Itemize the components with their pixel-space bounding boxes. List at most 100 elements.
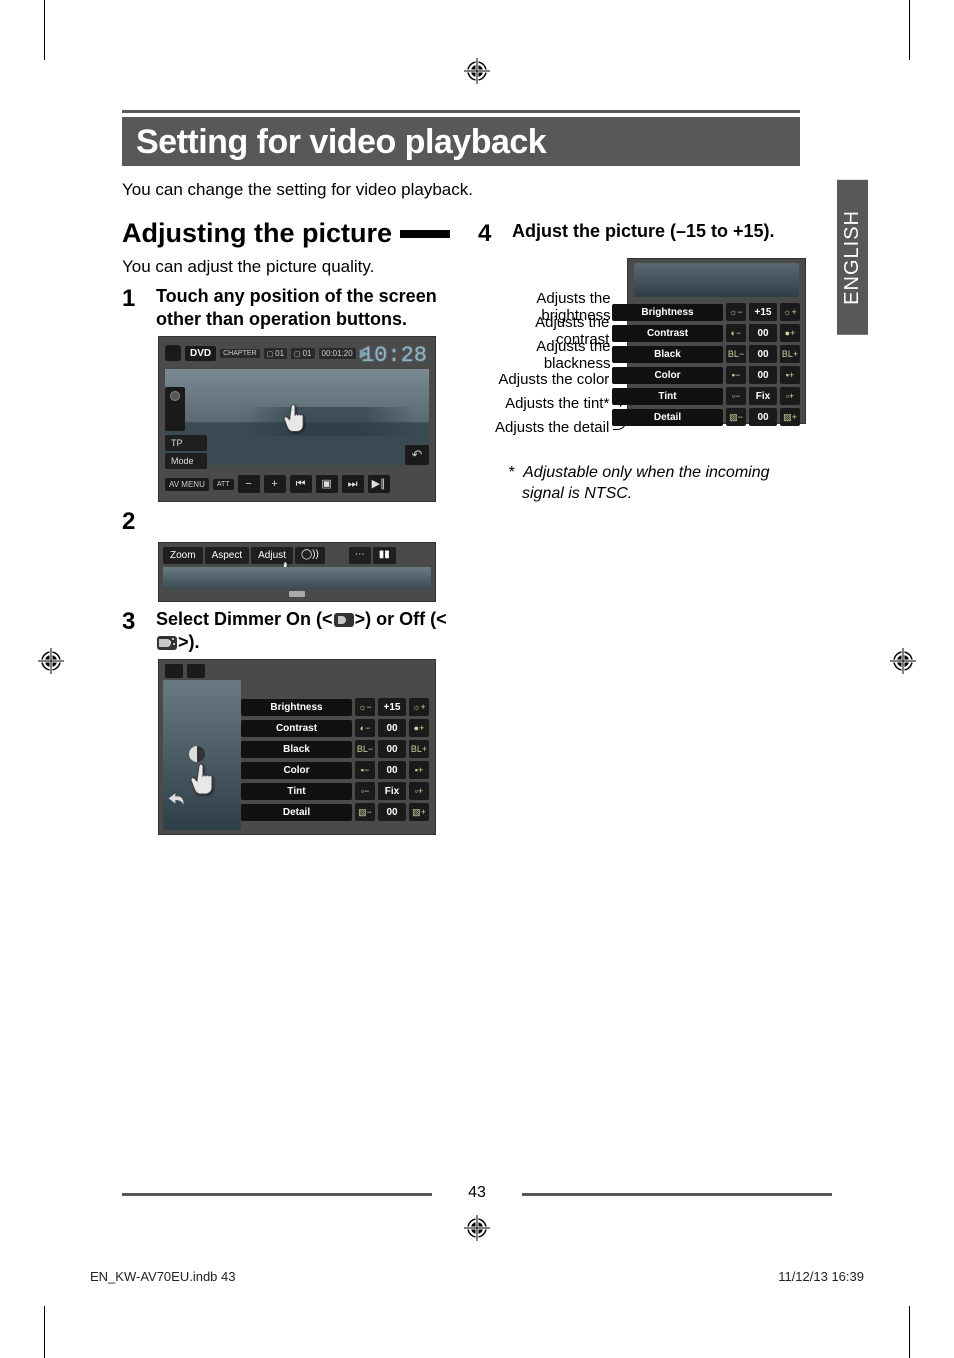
dimmer-off-icon bbox=[157, 636, 177, 650]
vol-up-icon[interactable]: + bbox=[264, 475, 286, 493]
vol-down-icon[interactable]: − bbox=[238, 475, 260, 493]
step-number-1: 1 bbox=[122, 285, 142, 330]
adjust-label: Brightness bbox=[241, 699, 352, 716]
page-number: 43 bbox=[468, 1184, 486, 1202]
registration-mark-top bbox=[464, 58, 490, 89]
aspect-tab[interactable]: Aspect bbox=[205, 547, 250, 564]
dim-off-icon[interactable] bbox=[187, 664, 205, 678]
stop-icon[interactable]: ▣ bbox=[316, 475, 338, 493]
registration-mark-left bbox=[38, 648, 64, 679]
right-column: 4 Adjust the picture (–15 to +15). Adjus… bbox=[478, 218, 806, 835]
decrease-button[interactable]: ▨− bbox=[726, 408, 746, 426]
adjust-label: Tint bbox=[612, 388, 723, 405]
increase-button[interactable]: ▨+ bbox=[409, 803, 429, 821]
touch-cursor-icon bbox=[183, 758, 223, 798]
adjust-row: Brightness☼−+15☼+ bbox=[241, 698, 429, 716]
handle-icon[interactable] bbox=[289, 591, 305, 597]
adjust-value: 00 bbox=[378, 761, 406, 779]
section-heading: Adjusting the picture bbox=[122, 218, 392, 249]
increase-button[interactable]: ▫+ bbox=[409, 782, 429, 800]
title-num: ▢ 01 bbox=[264, 348, 287, 359]
adjust-value: 00 bbox=[749, 366, 777, 384]
increase-button[interactable]: ●+ bbox=[780, 324, 800, 342]
decrease-button[interactable]: ▨− bbox=[355, 803, 375, 821]
adjust-label: Color bbox=[241, 762, 352, 779]
heading-rule bbox=[400, 230, 450, 238]
chapter-num: ▢ 01 bbox=[291, 348, 314, 359]
avmenu-button[interactable]: AV MENU bbox=[165, 478, 209, 491]
scroll-handle[interactable] bbox=[165, 387, 185, 431]
callout: Adjusts the tint* bbox=[478, 394, 627, 412]
crop-line bbox=[44, 0, 45, 60]
tp-button[interactable]: TP bbox=[165, 435, 207, 451]
decrease-button[interactable]: ◐− bbox=[726, 324, 746, 342]
callout: Adjusts the detail bbox=[478, 418, 627, 436]
dim-on-icon[interactable] bbox=[165, 664, 183, 678]
adjust-row: Tint▫−Fix▫+ bbox=[241, 782, 429, 800]
increase-button[interactable]: ●+ bbox=[409, 719, 429, 737]
screenshot-step4: Brightness☼−+15☼+Contrast◐−00●+BlackBL−0… bbox=[627, 258, 806, 424]
touch-cursor-icon bbox=[277, 399, 313, 435]
adjust-row: Detail▨−00▨+ bbox=[241, 803, 429, 821]
adjust-value: +15 bbox=[749, 303, 777, 321]
step-number-3: 3 bbox=[122, 608, 142, 653]
home-icon[interactable] bbox=[165, 345, 181, 361]
decrease-button[interactable]: ▪− bbox=[726, 366, 746, 384]
adjust-label: Black bbox=[241, 741, 352, 758]
adjust-value: 00 bbox=[378, 740, 406, 758]
chapter-label: CHAPTER bbox=[220, 349, 259, 358]
adjust-row: BlackBL−00BL+ bbox=[612, 345, 800, 363]
adjust-value: 00 bbox=[378, 803, 406, 821]
step-text-4: Adjust the picture (–15 to +15). bbox=[512, 220, 775, 248]
zoom-tab[interactable]: Zoom bbox=[163, 547, 203, 564]
decrease-button[interactable]: BL− bbox=[726, 345, 746, 363]
video-strip bbox=[163, 567, 431, 589]
adjust-label: Brightness bbox=[612, 304, 723, 321]
increase-button[interactable]: BL+ bbox=[780, 345, 800, 363]
crop-line bbox=[44, 1306, 45, 1358]
increase-button[interactable]: ▫+ bbox=[780, 387, 800, 405]
page-title: Setting for video playback bbox=[136, 123, 786, 162]
preview-area bbox=[634, 263, 799, 297]
step-text-1: Touch any position of the screen other t… bbox=[156, 285, 450, 330]
prev-icon[interactable]: ⏮ bbox=[290, 475, 312, 493]
adjust-row: Contrast◐−00●+ bbox=[612, 324, 800, 342]
person-tab[interactable]: ▮▮ bbox=[373, 547, 396, 564]
adjust-value: 00 bbox=[749, 324, 777, 342]
adjust-row: Contrast◐−00●+ bbox=[241, 719, 429, 737]
adjust-label: Color bbox=[612, 367, 723, 384]
registration-mark-bottom bbox=[464, 1215, 490, 1246]
increase-button[interactable]: ▪+ bbox=[780, 366, 800, 384]
clock-display: 10:28 bbox=[361, 343, 427, 368]
step-text-3: Select Dimmer On (<>) or Off (<>). bbox=[156, 608, 450, 653]
crop-line bbox=[909, 1306, 910, 1358]
increase-button[interactable]: BL+ bbox=[409, 740, 429, 758]
intro-text: You can change the setting for video pla… bbox=[122, 180, 832, 200]
page-content: Setting for video playback You can chang… bbox=[122, 110, 832, 835]
caption-tab[interactable]: ⋯ bbox=[349, 547, 371, 564]
decrease-button[interactable]: ▫− bbox=[726, 387, 746, 405]
increase-button[interactable]: ▪+ bbox=[409, 761, 429, 779]
decrease-button[interactable]: ☼− bbox=[355, 698, 375, 716]
increase-button[interactable]: ☼+ bbox=[780, 303, 800, 321]
footer-filename: EN_KW-AV70EU.indb 43 bbox=[90, 1269, 235, 1284]
language-tab: ENGLISH bbox=[837, 180, 868, 335]
increase-button[interactable]: ☼+ bbox=[409, 698, 429, 716]
att-button[interactable]: ATT bbox=[213, 479, 234, 490]
decrease-button[interactable]: ◐− bbox=[355, 719, 375, 737]
next-icon[interactable]: ⏭ bbox=[342, 475, 364, 493]
increase-button[interactable]: ▨+ bbox=[780, 408, 800, 426]
adjust-label: Detail bbox=[612, 409, 723, 426]
decrease-button[interactable]: ☼− bbox=[726, 303, 746, 321]
decrease-button[interactable]: ▪− bbox=[355, 761, 375, 779]
screenshot-step3: Brightness☼−+15☼+Contrast◐−00●+BlackBL−0… bbox=[158, 659, 436, 835]
decrease-button[interactable]: BL− bbox=[355, 740, 375, 758]
play-pause-icon[interactable]: ▶∥ bbox=[368, 475, 390, 493]
return-icon[interactable]: ↶ bbox=[405, 445, 429, 465]
decrease-button[interactable]: ▫− bbox=[355, 782, 375, 800]
page-rule bbox=[122, 1193, 432, 1196]
mode-button[interactable]: Mode bbox=[165, 453, 207, 469]
adjust-row: Detail▨−00▨+ bbox=[612, 408, 800, 426]
adjust-row: BlackBL−00BL+ bbox=[241, 740, 429, 758]
adjust-value: Fix bbox=[378, 782, 406, 800]
